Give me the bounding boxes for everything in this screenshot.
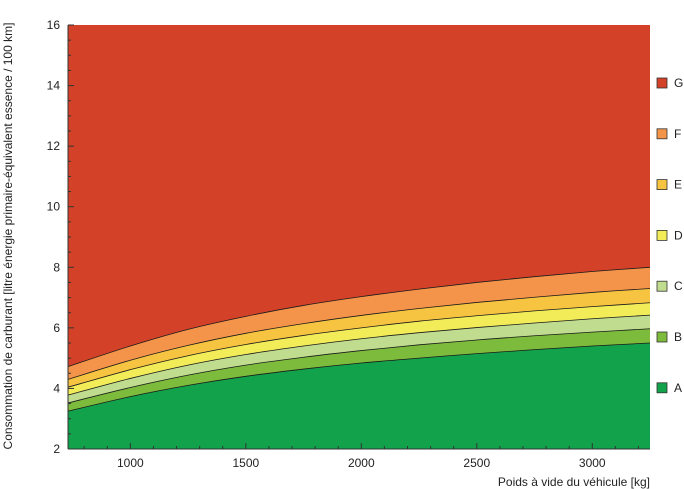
legend-swatch <box>656 382 668 394</box>
y-axis-title: Consommation de carburant [litre énergie… <box>1 23 15 450</box>
legend-item-a: A <box>656 381 682 395</box>
x-tick-label: 1000 <box>117 456 144 470</box>
boundary-line-d <box>67 302 651 388</box>
x-tick-label: 3000 <box>579 456 606 470</box>
y-tick-label: 14 <box>47 79 61 93</box>
legend-swatch <box>656 179 668 191</box>
legend-item-d: D <box>656 228 683 242</box>
boundary-line-c <box>67 314 651 396</box>
legend-item-b: B <box>656 330 682 344</box>
x-axis-title: Poids à vide du véhicule [kg] <box>498 475 650 489</box>
legend-item-g: G <box>656 76 683 90</box>
legend-swatch <box>656 331 668 343</box>
x-axis: 1000 1500 2000 2500 3000 <box>68 443 650 470</box>
y-tick-label: 8 <box>53 260 60 274</box>
legend-label: A <box>674 381 682 395</box>
legend-item-e: E <box>656 178 682 192</box>
legend-label: G <box>674 76 683 90</box>
legend-swatch <box>656 128 668 140</box>
legend-label: C <box>674 279 683 293</box>
legend-swatch <box>656 229 668 241</box>
y-tick-label: 10 <box>47 200 61 214</box>
legend: G F E D C B A <box>656 76 683 395</box>
x-tick-label: 2500 <box>463 456 490 470</box>
legend-label: B <box>674 330 682 344</box>
area-layers <box>67 25 651 449</box>
y-tick-label: 16 <box>47 18 61 32</box>
legend-swatch <box>656 77 668 89</box>
legend-item-c: C <box>656 279 683 293</box>
legend-label: F <box>674 127 681 141</box>
legend-item-f: F <box>656 127 681 141</box>
area-class-a <box>68 343 650 449</box>
legend-swatch <box>656 280 668 292</box>
y-axis: 2 4 6 8 10 12 14 16 <box>47 18 74 456</box>
legend-label: D <box>674 228 683 242</box>
y-tick-label: 2 <box>53 442 60 456</box>
boundary-line-b <box>67 328 651 404</box>
boundary-line-a <box>67 342 651 412</box>
legend-label: E <box>674 178 682 192</box>
boundary-line-e <box>67 288 651 380</box>
y-tick-label: 4 <box>53 381 60 395</box>
boundary-line-f <box>67 266 651 367</box>
y-tick-label: 6 <box>53 321 60 335</box>
x-tick-label: 1500 <box>232 456 259 470</box>
y-tick-label: 12 <box>47 139 61 153</box>
x-tick-label: 2000 <box>348 456 375 470</box>
